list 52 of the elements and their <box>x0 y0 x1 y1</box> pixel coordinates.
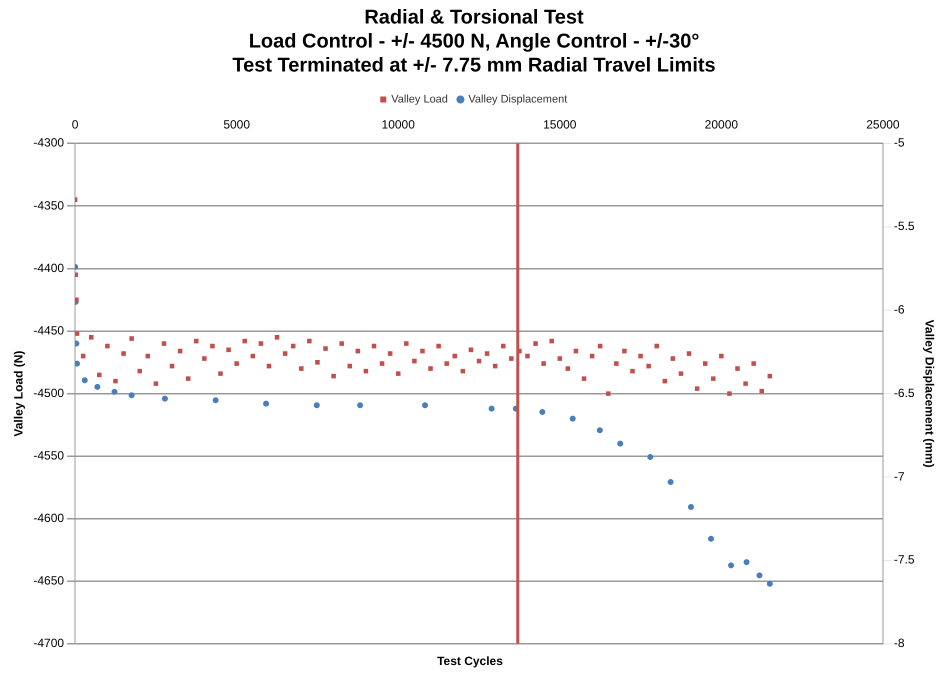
y2-tick-label: -5 <box>894 136 905 150</box>
legend-label: Valley Displacement <box>468 94 568 106</box>
point <box>212 397 219 404</box>
point <box>744 559 750 566</box>
y2-tick-label: -6 <box>894 302 905 317</box>
y2-tick-label: -7.5 <box>894 552 915 567</box>
point <box>688 504 694 510</box>
point <box>128 392 135 398</box>
x-tick-label: 5000 <box>223 118 250 132</box>
x-tick-label: 0 <box>72 118 79 132</box>
point <box>756 572 762 578</box>
y2-axis-title: Valley Displacement (mm) <box>922 320 936 468</box>
point <box>75 360 80 367</box>
point <box>357 402 364 408</box>
y-tick-label: -4350 <box>33 198 64 212</box>
point <box>708 536 714 542</box>
point <box>766 580 773 587</box>
point <box>488 406 495 412</box>
chart-title: Radial & Torsional Test Load Control - +/- 4500 N, Angle Control - +/-30° Test Terminated at +/- 7.75 mm Radial Travel Limits <box>232 6 716 77</box>
y2-tick-label: -8 <box>894 636 905 650</box>
point <box>263 400 270 407</box>
point <box>596 427 603 434</box>
point <box>539 408 546 415</box>
y-axis-title: Valley Load (N) <box>12 350 26 437</box>
legend-label: Valley Load <box>391 94 448 106</box>
point <box>82 377 88 384</box>
x-tick-label: 25000 <box>866 118 900 132</box>
x-axis-title: Test Cycles <box>436 654 504 668</box>
y-tick-label: -4300 <box>33 136 64 150</box>
y-tick-label: -4450 <box>33 323 64 338</box>
y-tick-label: -4600 <box>33 511 64 526</box>
point <box>422 402 428 408</box>
point <box>162 396 168 402</box>
point <box>728 562 734 568</box>
y-tick-label: -4500 <box>33 386 64 400</box>
point <box>647 454 654 460</box>
y-tick-label: -4550 <box>33 448 64 462</box>
y-tick-label: -4700 <box>33 636 64 650</box>
point <box>94 384 100 390</box>
x-tick-label: 20000 <box>704 118 738 132</box>
y2-tick-label: -7 <box>894 469 905 484</box>
point <box>570 416 576 422</box>
point <box>314 402 320 408</box>
x-tick-label: 15000 <box>543 118 577 132</box>
point <box>112 388 118 395</box>
y-tick-label: -4400 <box>33 260 64 275</box>
y-tick-label: -4650 <box>33 574 64 588</box>
y2-tick-label: -6.5 <box>894 386 915 400</box>
y2-tick-label: -5.5 <box>894 219 915 234</box>
point <box>617 440 624 447</box>
x-tick-label: 10000 <box>382 118 416 132</box>
point <box>668 479 674 486</box>
